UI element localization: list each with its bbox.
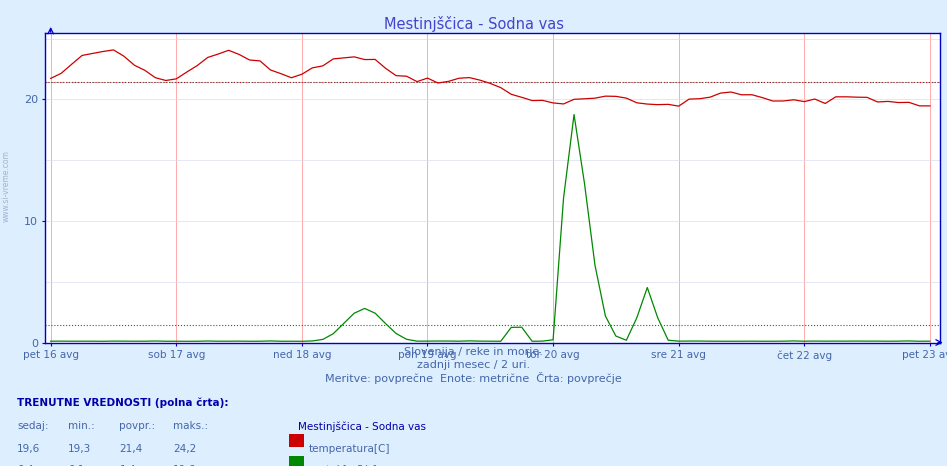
Text: min.:: min.: bbox=[68, 421, 95, 431]
Text: www.si-vreme.com: www.si-vreme.com bbox=[2, 151, 11, 222]
Text: 0,4: 0,4 bbox=[17, 465, 33, 466]
Text: 19,3: 19,3 bbox=[68, 444, 92, 453]
Text: 24,2: 24,2 bbox=[173, 444, 197, 453]
Text: Meritve: povprečne  Enote: metrične  Črta: povprečje: Meritve: povprečne Enote: metrične Črta:… bbox=[325, 372, 622, 384]
Text: 21,4: 21,4 bbox=[119, 444, 143, 453]
Text: sedaj:: sedaj: bbox=[17, 421, 48, 431]
Text: 1,4: 1,4 bbox=[119, 465, 136, 466]
Text: 19,6: 19,6 bbox=[17, 444, 41, 453]
Text: TRENUTNE VREDNOSTI (polna črta):: TRENUTNE VREDNOSTI (polna črta): bbox=[17, 397, 228, 408]
Text: maks.:: maks.: bbox=[173, 421, 208, 431]
Text: pretok[m3/s]: pretok[m3/s] bbox=[309, 465, 377, 466]
Text: temperatura[C]: temperatura[C] bbox=[309, 444, 390, 453]
Text: zadnji mesec / 2 uri.: zadnji mesec / 2 uri. bbox=[417, 360, 530, 370]
Text: 19,6: 19,6 bbox=[173, 465, 197, 466]
Text: 0,1: 0,1 bbox=[68, 465, 84, 466]
Text: Mestinjščica - Sodna vas: Mestinjščica - Sodna vas bbox=[298, 421, 426, 432]
Text: Mestinjščica - Sodna vas: Mestinjščica - Sodna vas bbox=[384, 16, 563, 32]
Text: povpr.:: povpr.: bbox=[119, 421, 155, 431]
Text: Slovenija / reke in morje.: Slovenija / reke in morje. bbox=[404, 347, 543, 357]
